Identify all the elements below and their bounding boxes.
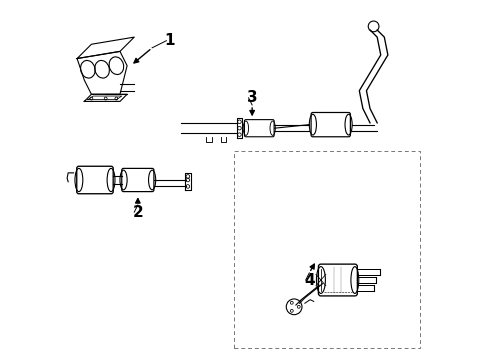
Text: 3: 3 (247, 90, 257, 105)
Text: 1: 1 (165, 33, 175, 48)
Text: 4: 4 (304, 273, 315, 288)
Bar (234, 152, 420, 348)
Text: 2: 2 (132, 204, 143, 220)
